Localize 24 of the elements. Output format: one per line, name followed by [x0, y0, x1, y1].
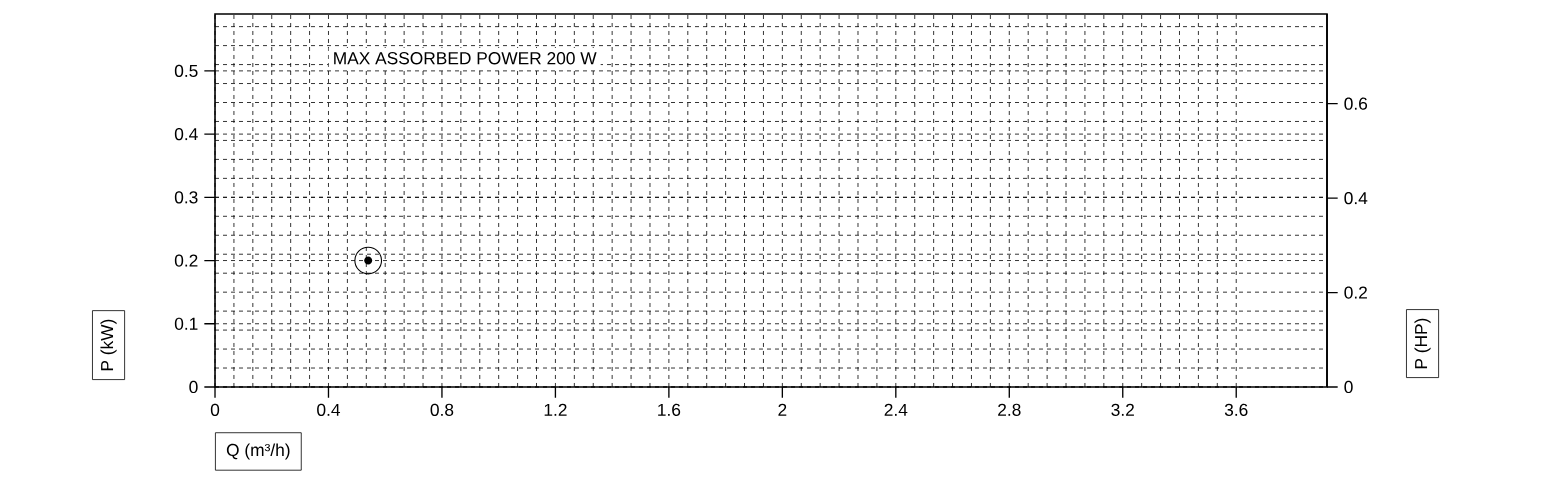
- x-tick-label: 2: [778, 403, 787, 416]
- x-tick-label: 3.2: [1111, 403, 1134, 416]
- x-tick-label: 2.4: [884, 403, 908, 416]
- x-tick-label: 0: [210, 403, 220, 416]
- y-tick-label: 0: [189, 380, 198, 394]
- x-tick-label: 0.8: [430, 403, 454, 416]
- y-tick-label: 0.2: [174, 254, 198, 267]
- y2-tick-label: 0.6: [1344, 97, 1368, 110]
- y-tick-label: 0.4: [174, 127, 198, 141]
- x-axis-title: Q (m³/h): [226, 443, 290, 460]
- y2-tick-label: 0.2: [1344, 286, 1367, 299]
- y-axis-title: P (kW): [100, 319, 117, 371]
- x-tick-label: 1.6: [658, 403, 681, 416]
- annotation: MAX ASSORBED POWER 200 W: [334, 52, 597, 65]
- x-tick-label: 1.2: [544, 403, 567, 416]
- y-tick-label: 0.1: [174, 317, 198, 330]
- y2-tick-label: 0.4: [1344, 191, 1368, 205]
- y-tick-label: 0.3: [174, 191, 198, 204]
- x-tick-label: 2.8: [998, 403, 1021, 416]
- y2-axis-title: P (HP): [1414, 318, 1431, 369]
- x-tick-label: 0.4: [317, 403, 341, 416]
- y2-tick-label: 0: [1344, 380, 1353, 394]
- x-tick-label: 3.6: [1224, 403, 1248, 416]
- y-tick-label: 0.5: [174, 64, 198, 78]
